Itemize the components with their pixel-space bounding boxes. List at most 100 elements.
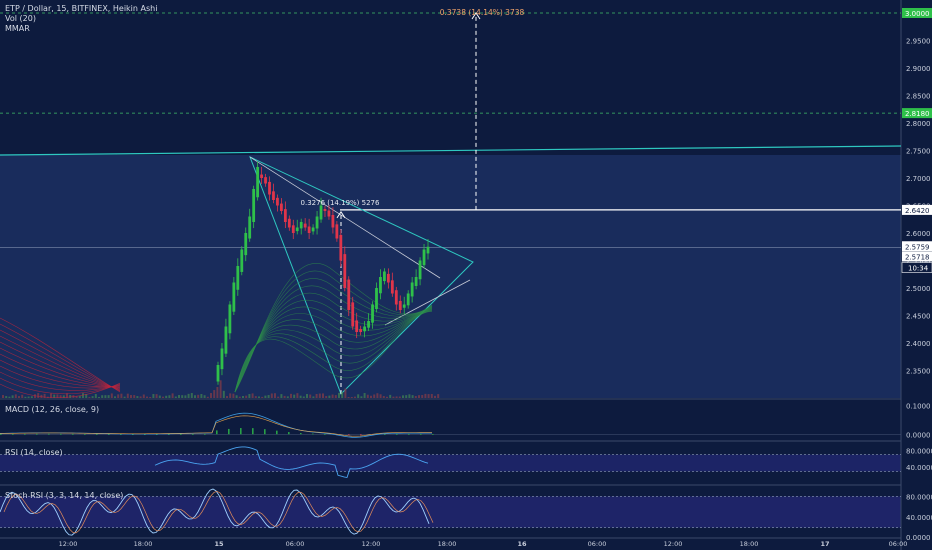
volume-bar (104, 395, 107, 398)
symbol-title[interactable]: ETP / Dollar, 15, BITFINEX, Heikin Ashi (5, 4, 158, 13)
volume-bar (162, 396, 164, 398)
price-tag-label: 2.5759 (905, 243, 930, 251)
volume-bar (56, 394, 59, 398)
candle-body (422, 249, 426, 266)
macd-histogram-bar (420, 433, 422, 435)
volume-bar (75, 396, 78, 398)
mmar-red-line (0, 377, 121, 395)
volume-bar (270, 393, 273, 398)
volume-bar (251, 393, 254, 398)
candle-body (363, 326, 367, 332)
volume-bar (331, 394, 334, 398)
volume-bar (149, 396, 152, 398)
macd-histogram-bar (60, 433, 62, 435)
candles[interactable] (216, 161, 430, 385)
volume-bar (277, 396, 280, 398)
volume-bar (110, 393, 113, 398)
macd-histogram-bar (264, 429, 266, 435)
volume-bar (69, 395, 72, 398)
volume-bar (386, 396, 388, 398)
macd-tick-label: 0.0000 (906, 431, 931, 439)
chart-labels: 0.3738 (14.14%) 3738 0.3276 (14.19%) 5276 (301, 8, 525, 207)
countdown-label: 10:34 (908, 265, 929, 273)
macd-histogram-bar (156, 434, 158, 435)
countdown-tag (901, 262, 932, 273)
drawing-tools[interactable] (0, 12, 902, 395)
trend-line-lower (384, 279, 471, 326)
mmar-green-line (234, 311, 433, 393)
macd-histogram-bar (216, 430, 218, 435)
volume-bar (85, 394, 88, 398)
volume-bars (2, 380, 440, 398)
price-tick-label: 2.4500 (906, 313, 931, 321)
volume-bar (357, 394, 360, 398)
volume-bar (373, 394, 376, 398)
macd-histogram-bar (96, 434, 98, 435)
grid (0, 0, 902, 550)
price-tick-label: 2.7500 (906, 148, 931, 156)
stoch-band (0, 496, 901, 528)
candle-body (244, 233, 248, 256)
volume-bar (254, 396, 257, 398)
candle-body (375, 288, 378, 310)
volume-bar (216, 387, 219, 398)
mmar-legend[interactable]: MMAR (5, 24, 30, 33)
volume-bar (248, 394, 251, 398)
macd-histogram-bar (300, 433, 302, 435)
volume-bar (181, 395, 184, 398)
volume-bar (194, 395, 196, 398)
volume-bar (101, 395, 104, 398)
price-tag-label: 3.0000 (905, 10, 930, 18)
price-tick-label: 2.3500 (906, 368, 931, 376)
rsi-band (0, 454, 901, 472)
time-tick-label: 12:00 (59, 540, 78, 548)
macd-histogram-bar (12, 433, 14, 435)
volume-bar (94, 394, 97, 398)
candle-body (220, 348, 224, 370)
volume-bar (139, 396, 142, 398)
macd-histogram-bar (408, 433, 410, 435)
price-axis[interactable]: 2.35002.40002.45002.50002.55002.60002.65… (59, 8, 932, 548)
volume-bar (178, 395, 180, 398)
macd-legend[interactable]: MACD (12, 26, close, 9) (5, 405, 100, 414)
volume-bar (146, 396, 148, 398)
volume-bar (370, 395, 372, 398)
volume-bar (171, 393, 174, 398)
candle-body (335, 224, 339, 239)
mmar-red-line (0, 323, 121, 392)
volume-bar (184, 395, 187, 398)
volume-bar (235, 395, 238, 398)
volume-bar (242, 395, 244, 398)
macd-signal-line (0, 415, 433, 437)
candle-body (418, 260, 422, 280)
price-tick-label: 2.5000 (906, 285, 931, 293)
mmar-red-line (0, 335, 121, 390)
candle-body (355, 320, 359, 332)
candle-body (347, 279, 351, 310)
stoch-legend[interactable]: Stoch RSI (3, 3, 14, 14, close) (5, 491, 124, 500)
volume-bar (133, 395, 136, 398)
macd-histogram-bar (324, 433, 326, 435)
rsi-line (154, 446, 429, 479)
volume-bar (312, 396, 315, 398)
volume-bar (8, 396, 11, 398)
volume-bar (261, 396, 264, 398)
candle-body (248, 216, 252, 239)
candle-body (272, 191, 275, 200)
volume-bar (232, 393, 235, 398)
price-tag-label: 2.6420 (905, 207, 930, 215)
macd-histogram-bar (84, 433, 86, 435)
price-tag (902, 8, 932, 18)
volume-legend[interactable]: Vol (20) (5, 14, 36, 23)
time-tick-label: 16 (517, 540, 527, 548)
rsi-legend[interactable]: RSI (14, close) (5, 448, 63, 457)
time-tick-label: 18:00 (740, 540, 759, 548)
volume-bar (315, 393, 318, 398)
mmar-red-line (0, 353, 121, 388)
candle-body (410, 282, 414, 297)
macd-tick-label: 0.1000 (906, 403, 931, 411)
candle-body (359, 329, 363, 332)
candle-body (394, 290, 398, 305)
candle-body (311, 227, 315, 232)
